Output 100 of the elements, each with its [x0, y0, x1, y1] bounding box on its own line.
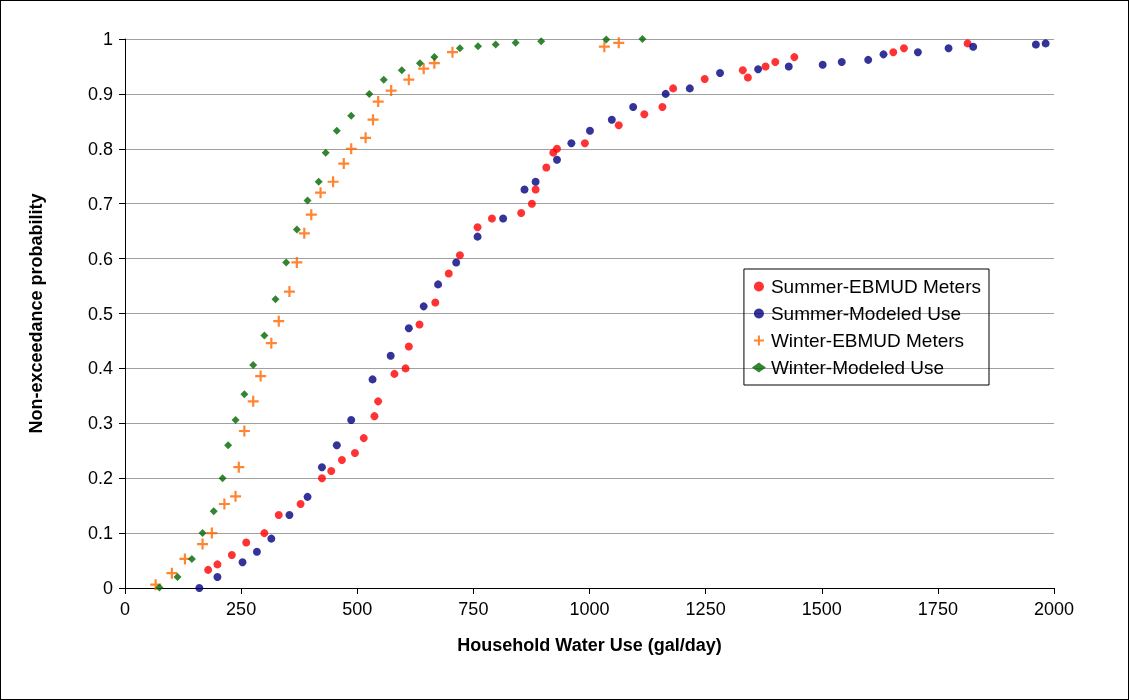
point	[370, 412, 379, 421]
x-tick-label: 1000	[569, 599, 610, 619]
point	[291, 256, 303, 268]
point	[166, 567, 178, 579]
point	[267, 534, 276, 543]
point	[499, 214, 508, 223]
point	[347, 416, 356, 424]
point	[837, 58, 846, 67]
point	[531, 185, 540, 194]
point	[213, 560, 222, 569]
point	[913, 48, 922, 57]
point	[738, 66, 747, 75]
point	[298, 227, 310, 239]
point	[415, 59, 424, 68]
x-tick-label: 2000	[1033, 599, 1075, 619]
point	[585, 126, 594, 135]
point	[385, 85, 397, 97]
point	[415, 320, 424, 329]
point	[542, 163, 551, 172]
legend-label: Summer-EBMUD Meters	[770, 276, 981, 297]
point	[233, 461, 245, 473]
point	[629, 103, 638, 112]
point	[517, 209, 526, 218]
point	[446, 46, 458, 58]
legend-label: Summer-Modeled Use	[770, 303, 961, 324]
point	[474, 42, 483, 51]
point	[242, 538, 251, 547]
point	[455, 251, 464, 260]
point	[255, 370, 267, 382]
y-tick-label: 1	[102, 29, 113, 49]
x-tick-label: 1750	[917, 599, 958, 619]
point	[444, 269, 453, 278]
x-tick-label: 1250	[685, 599, 726, 619]
point	[473, 223, 482, 232]
point	[283, 286, 295, 298]
point	[969, 42, 978, 51]
point	[473, 232, 482, 241]
point	[1041, 39, 1050, 48]
point	[197, 538, 209, 550]
point	[404, 342, 413, 351]
point	[771, 58, 780, 67]
point	[338, 158, 350, 170]
y-tick-label: 0.9	[87, 83, 113, 104]
point	[305, 209, 317, 221]
point	[401, 364, 410, 373]
point	[403, 74, 415, 86]
point	[206, 527, 218, 539]
point	[580, 139, 589, 148]
point	[240, 390, 249, 399]
point	[372, 96, 384, 108]
point	[404, 324, 413, 333]
point	[452, 258, 461, 267]
point	[531, 177, 540, 186]
point	[265, 337, 277, 349]
point	[374, 397, 383, 406]
point	[607, 115, 616, 124]
point	[292, 225, 301, 234]
x-tick-label: 500	[342, 599, 373, 619]
point	[155, 583, 164, 592]
point	[716, 69, 725, 78]
point	[285, 510, 294, 519]
point	[247, 395, 259, 407]
point	[238, 558, 247, 567]
point	[303, 196, 312, 205]
y-tick-label: 0.5	[87, 303, 113, 324]
legend-label: Winter-Modeled Use	[770, 357, 945, 378]
point	[669, 84, 678, 93]
point	[231, 416, 240, 425]
point	[899, 44, 908, 53]
point	[337, 456, 346, 465]
point	[195, 584, 204, 592]
point	[209, 507, 218, 516]
point	[790, 53, 799, 62]
point	[638, 35, 647, 43]
y-tick-label: 0	[102, 578, 113, 598]
point	[613, 37, 625, 49]
point	[379, 75, 388, 84]
point	[520, 185, 529, 194]
point	[455, 44, 464, 53]
point	[359, 434, 368, 443]
point	[218, 498, 230, 510]
point	[249, 361, 258, 370]
x-tick-label: 1500	[801, 599, 842, 619]
point	[818, 60, 827, 69]
legend-label: Winter-EBMUD Meters	[770, 330, 965, 351]
point	[487, 214, 496, 223]
y-tick-label: 0.1	[87, 523, 113, 544]
point	[347, 111, 356, 120]
y-tick-label: 0.4	[87, 358, 113, 379]
point	[317, 474, 326, 483]
point	[685, 84, 694, 93]
point	[327, 176, 339, 188]
point	[419, 302, 428, 311]
point	[198, 529, 207, 538]
point	[230, 490, 242, 502]
point	[282, 258, 291, 267]
point	[743, 73, 752, 82]
point	[567, 139, 576, 148]
point	[365, 89, 374, 98]
point	[296, 500, 305, 508]
